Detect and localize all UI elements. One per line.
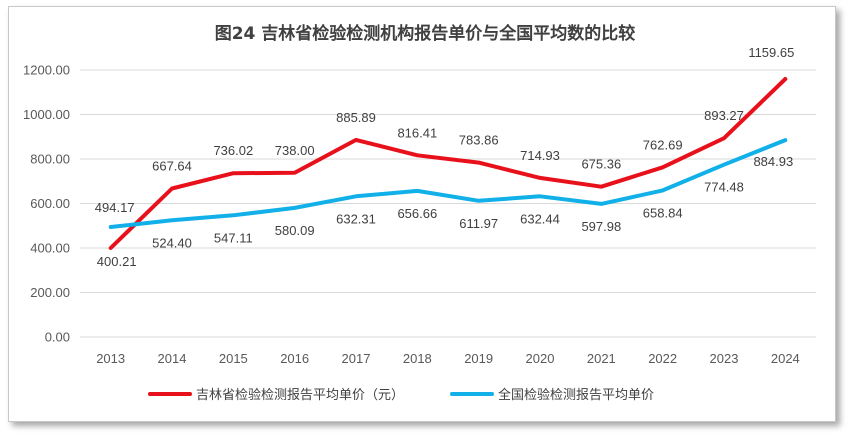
data-label: 774.48	[704, 180, 744, 195]
data-label: 632.31	[336, 211, 376, 226]
chart-title: 图24 吉林省检验检测机构报告单价与全国平均数的比较	[215, 23, 636, 44]
x-tick-label: 2024	[771, 351, 800, 366]
data-label: 400.21	[97, 254, 137, 269]
data-label: 736.02	[213, 143, 253, 158]
y-tick-label: 1000.00	[23, 107, 70, 122]
x-tick-label: 2013	[96, 351, 125, 366]
data-label: 580.09	[275, 223, 315, 238]
x-tick-label: 2021	[587, 351, 616, 366]
x-tick-label: 2016	[280, 351, 309, 366]
data-label: 884.93	[753, 154, 793, 169]
y-tick-label: 400.00	[30, 241, 70, 256]
x-tick-label: 2018	[403, 351, 432, 366]
x-tick-label: 2015	[219, 351, 248, 366]
y-tick-label: 200.00	[30, 285, 70, 300]
series-line-national	[108, 138, 788, 229]
data-label: 893.27	[704, 108, 744, 123]
data-label: 783.86	[459, 133, 499, 148]
data-label: 658.84	[643, 205, 683, 220]
x-tick-label: 2022	[648, 351, 677, 366]
x-tick-label: 2020	[526, 351, 555, 366]
data-label: 1159.65	[748, 45, 794, 60]
series-line-jilin	[108, 77, 788, 250]
data-label: 714.93	[520, 148, 560, 163]
data-label: 675.36	[581, 157, 621, 172]
data-label: 547.11	[214, 230, 253, 245]
y-tick-label: 1200.00	[23, 63, 70, 78]
legend: 吉林省检验检测报告平均单价（元） 全国检验检测报告平均单价	[148, 387, 654, 403]
data-label: 667.64	[152, 158, 192, 173]
y-tick-label: 0.00	[45, 330, 70, 345]
data-label: 632.44	[520, 211, 560, 226]
legend-label-national: 全国检验检测报告平均单价	[498, 387, 654, 403]
legend-label-jilin: 吉林省检验检测报告平均单价（元）	[196, 387, 404, 403]
data-label: 816.41	[397, 125, 437, 140]
data-label: 885.89	[336, 110, 376, 125]
y-tick-label: 800.00	[30, 152, 70, 167]
x-tick-label: 2023	[710, 351, 739, 366]
data-label: 738.00	[275, 143, 315, 158]
y-tick-label: 600.00	[30, 196, 70, 211]
data-label: 524.40	[152, 235, 192, 250]
x-tick-label: 2019	[464, 351, 493, 366]
data-label: 762.69	[643, 137, 683, 152]
data-label: 611.97	[459, 216, 498, 231]
data-label: 597.98	[581, 219, 621, 234]
data-label: 494.17	[95, 200, 135, 215]
x-tick-label: 2017	[342, 351, 371, 366]
x-tick-label: 2014	[158, 351, 187, 366]
data-label: 656.66	[397, 206, 437, 221]
